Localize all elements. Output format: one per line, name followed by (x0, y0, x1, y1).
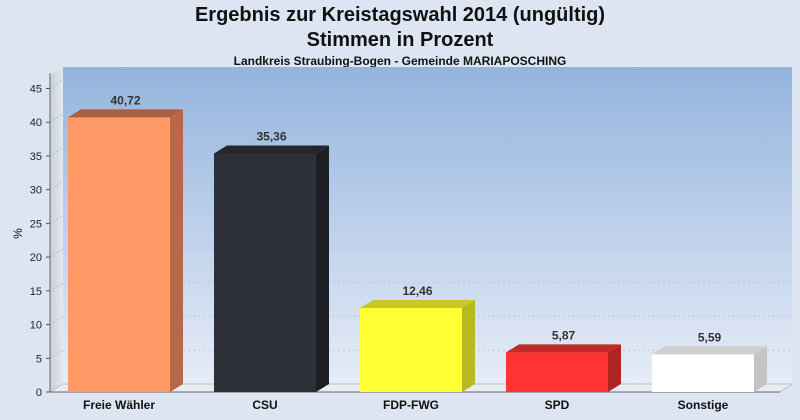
bar-side (316, 145, 329, 392)
chart-subtitle: Stimmen in Prozent (306, 29, 494, 51)
chart-region-subtitle: Landkreis Straubing-Bogen - Gemeinde MAR… (233, 54, 567, 68)
y-tick-label: 35 (30, 151, 42, 163)
bar-front (214, 153, 316, 392)
y-axis-label: % (11, 228, 25, 239)
y-tick-label: 30 (30, 185, 42, 197)
y-tick-label: 15 (30, 286, 42, 298)
bar-value-label: 12,46 (402, 284, 432, 298)
bar-side (608, 344, 621, 392)
bar-front (506, 352, 608, 392)
left-wall (50, 67, 63, 392)
bar-freie-w-hler (68, 109, 183, 392)
gridline-depth (49, 248, 64, 258)
bar-top (68, 109, 183, 118)
y-tick-label: 0 (36, 387, 42, 399)
bar-sonstige (652, 346, 767, 392)
y-tick-label: 20 (30, 252, 42, 264)
gridline-depth (49, 316, 64, 325)
grid-lines (49, 80, 792, 359)
bars (68, 109, 767, 392)
bar-top (360, 299, 475, 308)
gridline-depth (49, 349, 64, 359)
gridline-depth (49, 282, 64, 292)
gridline-depth (49, 215, 64, 224)
bar-fdp-fwg (360, 299, 475, 392)
bar-value-label: 35,36 (256, 130, 286, 144)
bar-top (214, 145, 329, 154)
y-tick-label: 10 (30, 320, 42, 332)
bar-top (652, 346, 767, 355)
gridline-depth (49, 113, 64, 123)
x-tick-label: SPD (545, 398, 570, 412)
bar-front (68, 117, 170, 392)
gridline-depth (49, 181, 64, 191)
bar-front (360, 307, 462, 392)
bar-side (754, 346, 767, 392)
y-tick-label: 5 (36, 353, 42, 365)
gridline-depth (49, 147, 64, 157)
bar-side (462, 299, 475, 392)
bar-side (170, 109, 183, 392)
labels: 40,72 Freie Wähler 35,36 CSU 12,46 FDP-FWG 5,8… (83, 93, 729, 412)
x-tick-label: FDP-FWG (383, 398, 439, 412)
y-tick-label: 25 (30, 218, 42, 230)
bar-value-label: 5,59 (698, 330, 722, 344)
bar-front (652, 354, 754, 392)
bar-top (506, 344, 621, 353)
bar-value-label: 5,87 (552, 328, 576, 342)
chart-title: Ergebnis zur Kreistagswahl 2014 (ungülti… (194, 4, 606, 26)
bar-value-label: 40,72 (110, 93, 140, 107)
x-tick-label: CSU (252, 398, 277, 412)
bar-csu (214, 145, 329, 392)
y-tick-label: 45 (30, 83, 42, 95)
bar-spd (506, 344, 621, 392)
x-tick-label: Sonstige (678, 398, 729, 412)
x-tick-label: Freie Wähler (83, 398, 155, 412)
gridline-depth (49, 80, 64, 89)
y-tick-label: 40 (30, 117, 42, 129)
